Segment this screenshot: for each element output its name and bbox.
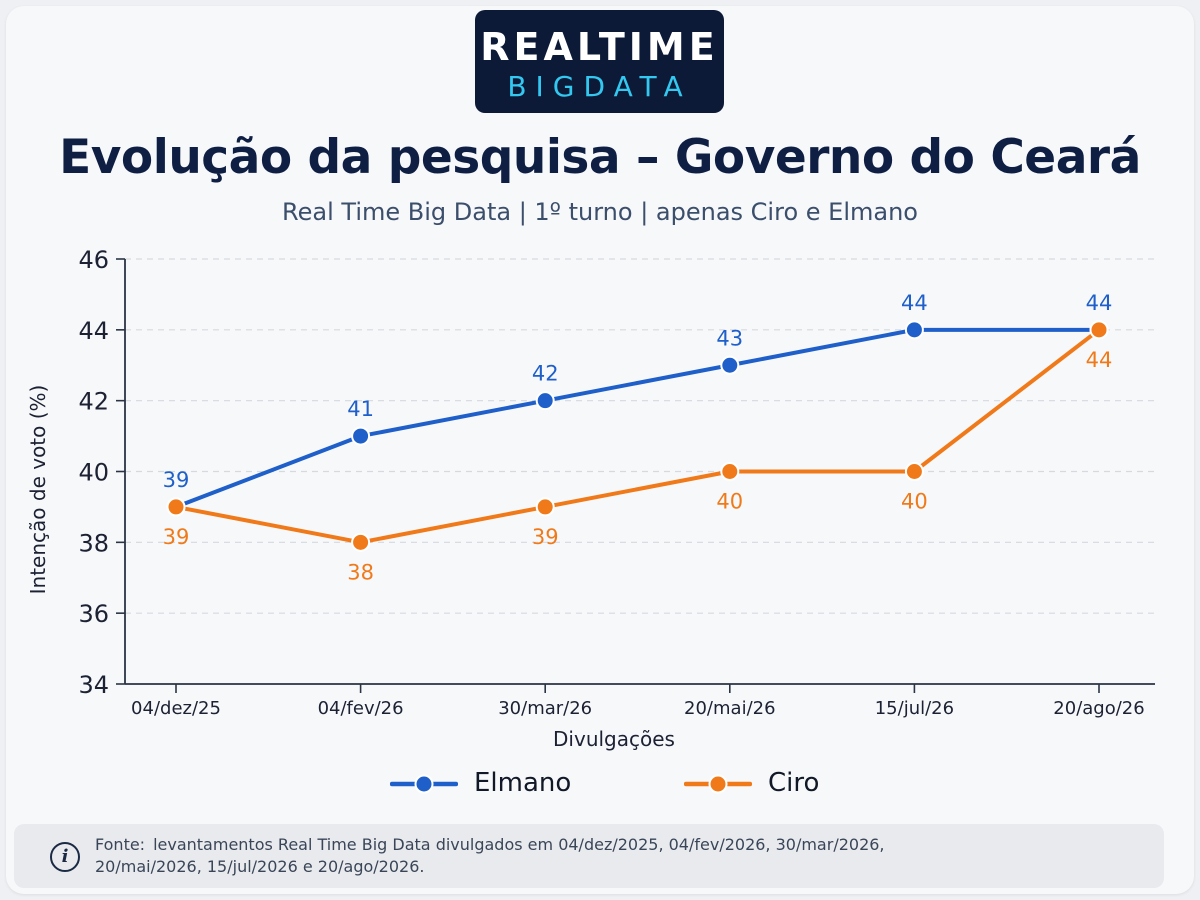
data-label-elmano-3: 43 <box>716 326 743 350</box>
data-label-ciro-5: 44 <box>1086 348 1113 372</box>
data-label-elmano-1: 41 <box>347 397 374 421</box>
y-tick-label-38: 38 <box>78 529 109 557</box>
point-elmano-2 <box>535 391 555 411</box>
x-tick-label-1: 04/fev/26 <box>318 698 404 719</box>
y-tick-label-46: 46 <box>78 246 109 274</box>
data-label-ciro-0: 39 <box>163 525 190 549</box>
y-tick-label-40: 40 <box>78 459 109 487</box>
logo-text-top: REALTIME <box>480 25 719 69</box>
data-label-ciro-1: 38 <box>347 560 374 584</box>
source-text: levantamentos Real Time Big Data divulga… <box>95 835 885 876</box>
x-tick-label-2: 30/mar/26 <box>498 698 592 719</box>
source-note: Fonte: levantamentos Real Time Big Data d… <box>95 834 935 878</box>
point-ciro-4 <box>904 462 924 481</box>
point-ciro-2 <box>535 497 555 517</box>
data-label-elmano-2: 42 <box>532 362 559 386</box>
legend-label-elmano: Elmano <box>474 768 572 798</box>
source-label: Fonte: <box>95 835 146 854</box>
source-footer: i Fonte: levantamentos Real Time Big Data… <box>14 824 1164 888</box>
series-line-elmano <box>174 327 1101 509</box>
y-axis-title: Intenção de voto (%) <box>26 385 50 595</box>
y-tick-label-42: 42 <box>78 388 109 416</box>
point-ciro-0 <box>166 497 186 517</box>
y-tick-label-44: 44 <box>78 317 109 345</box>
point-elmano-4 <box>904 320 924 340</box>
y-tick-label-36: 36 <box>78 600 109 628</box>
logo-text-bottom: BIGDATA <box>507 70 692 103</box>
x-tick-label-0: 04/dez/25 <box>131 698 221 719</box>
chart-card <box>6 6 1194 894</box>
legend-item-ciro[interactable]: Ciro <box>683 766 834 802</box>
x-tick-label-3: 20/mai/26 <box>684 698 776 719</box>
data-label-ciro-4: 40 <box>901 490 928 514</box>
legend-item-elmano[interactable]: Elmano <box>389 766 580 802</box>
x-tick-label-5: 20/ago/26 <box>1053 698 1144 719</box>
data-label-elmano-5: 44 <box>1086 291 1113 315</box>
point-ciro-3 <box>720 462 740 481</box>
point-elmano-1 <box>351 426 371 446</box>
data-label-ciro-2: 39 <box>532 525 559 549</box>
data-label-elmano-0: 39 <box>163 468 190 492</box>
x-axis-title: Divulgações <box>553 727 675 751</box>
data-label-elmano-4: 44 <box>901 291 928 315</box>
chart-title: Evolução da pesquisa – Governo do Ceará <box>59 130 1141 185</box>
chart-subtitle: Real Time Big Data | 1º turno | apenas C… <box>282 198 918 226</box>
info-icon: i <box>50 842 80 872</box>
legend-marker-elmano <box>389 774 459 794</box>
point-ciro-1 <box>351 532 371 552</box>
x-tick-label-4: 15/jul/26 <box>875 698 954 719</box>
legend-label-ciro: Ciro <box>768 768 820 798</box>
series-line-ciro <box>174 327 1101 545</box>
point-elmano-3 <box>720 355 740 375</box>
legend-marker-ciro <box>683 774 753 794</box>
y-tick-label-34: 34 <box>78 671 109 699</box>
data-label-ciro-3: 40 <box>716 490 743 514</box>
realtime-bigdata-logo: REALTIME BIGDATA <box>475 10 724 113</box>
point-ciro-5 <box>1089 320 1109 340</box>
